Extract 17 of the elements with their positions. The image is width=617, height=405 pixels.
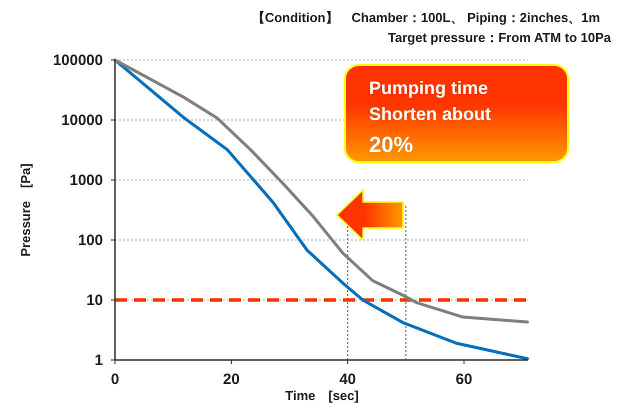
- annotation: Pumping time: [369, 78, 488, 98]
- y-tick-label: 10000: [61, 112, 103, 129]
- y-tick-label: 1: [94, 352, 103, 369]
- x-axis-title: Time [sec]: [285, 388, 359, 403]
- y-tick-label: 1000: [70, 172, 103, 189]
- annotation: 20%: [369, 132, 414, 157]
- chart-subtitle: Target pressure：From ATM to 10Pa: [388, 30, 612, 45]
- y-axis-title: Pressure [Pa]: [18, 163, 33, 257]
- x-tick-label: 60: [456, 371, 472, 388]
- y-tick-label: 100000: [52, 52, 103, 69]
- annotation: Shorten about: [369, 104, 491, 124]
- x-tick-label: 0: [110, 371, 120, 388]
- x-tick-label: 40: [339, 371, 356, 388]
- y-tick-label: 10: [86, 292, 103, 309]
- chart-title: 【Condition】 Chamber：100L、 Piping：2inches、1m: [252, 10, 600, 25]
- y-tick-label: 100: [78, 232, 103, 249]
- x-tick-label: 20: [222, 371, 240, 388]
